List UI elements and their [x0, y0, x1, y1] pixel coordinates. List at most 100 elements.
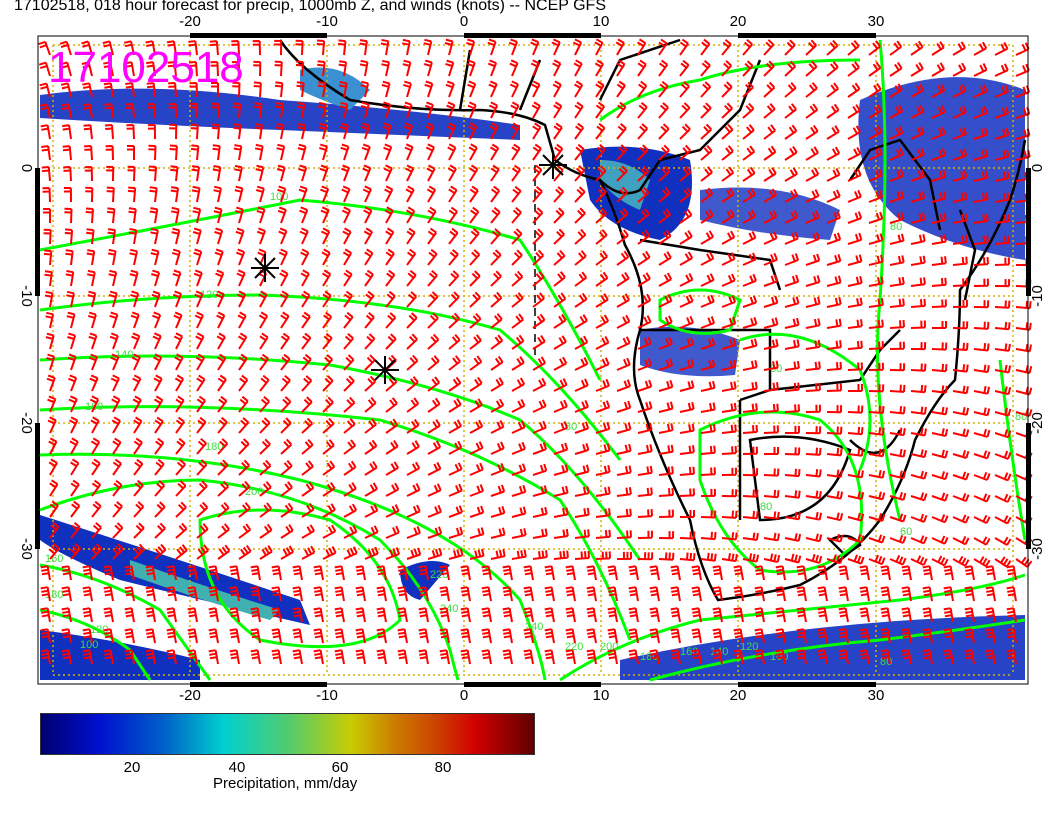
wind-barb — [44, 270, 53, 287]
wind-barb — [721, 81, 733, 98]
wind-barb — [868, 211, 884, 224]
wind-barb — [679, 380, 695, 392]
wind-barb — [255, 164, 265, 182]
wind-barb — [196, 544, 209, 560]
wind-barb — [397, 649, 408, 665]
wind-barb — [733, 649, 744, 665]
longitude-tick-label: 20 — [730, 13, 747, 30]
wind-barb — [763, 553, 781, 563]
wind-barb — [469, 355, 483, 371]
wind-barb — [211, 123, 221, 140]
axis-bar — [738, 682, 876, 687]
wind-barb — [994, 407, 1012, 417]
wind-barb — [784, 124, 798, 140]
wind-barb — [679, 531, 696, 540]
longitude-tick-label: 30 — [868, 687, 885, 704]
wind-barb — [292, 586, 303, 602]
wind-barb — [47, 416, 57, 434]
wind-barb — [880, 628, 891, 644]
wind-barb — [910, 104, 925, 119]
wind-barb — [502, 586, 513, 602]
wind-barb — [490, 249, 502, 266]
wind-barb — [236, 290, 247, 308]
wind-barb — [423, 59, 433, 77]
wind-barb — [763, 360, 779, 371]
wind-barb — [384, 185, 394, 203]
wind-barb — [65, 249, 74, 266]
wind-barb — [994, 63, 1009, 77]
wind-barb — [553, 507, 569, 518]
wind-barb — [637, 80, 648, 98]
wind-barb — [300, 269, 310, 287]
wind-barb — [41, 166, 51, 182]
wind-barb — [565, 607, 576, 623]
wind-barb — [910, 513, 928, 523]
wind-barb — [297, 143, 307, 161]
wind-barb — [364, 354, 376, 371]
wind-barb — [637, 552, 654, 561]
wind-barb — [488, 101, 499, 119]
wind-barb — [49, 521, 60, 539]
wind-barb — [108, 269, 118, 287]
wind-barb — [322, 503, 336, 518]
wind-barb — [171, 227, 181, 245]
wind-barb — [112, 479, 123, 497]
wind-barb — [448, 548, 464, 560]
wind-barb — [616, 314, 631, 329]
wind-barb — [124, 586, 135, 602]
wind-barb — [889, 448, 906, 458]
wind-barb — [467, 80, 477, 98]
wind-barb — [149, 207, 159, 224]
axis-bar — [464, 682, 601, 687]
wind-barb — [868, 362, 884, 371]
wind-barb — [43, 208, 52, 224]
wind-barb — [595, 443, 611, 455]
wind-barb — [238, 417, 250, 434]
wind-barb — [423, 38, 433, 56]
wind-barb — [994, 300, 1011, 309]
wind-barb — [679, 401, 695, 413]
wind-barb — [511, 164, 522, 182]
longitude-tick-label: -20 — [179, 687, 201, 704]
wind-barb — [112, 543, 124, 560]
wind-barb — [447, 164, 457, 182]
wind-barb — [59, 40, 72, 56]
wind-barb — [364, 482, 378, 497]
wind-barb — [322, 311, 333, 329]
wind-barb — [973, 41, 988, 56]
wind-barb — [721, 338, 737, 350]
wind-barb — [889, 491, 907, 501]
wind-barb — [382, 122, 392, 140]
wind-barb — [70, 500, 81, 518]
wind-barb — [301, 460, 314, 476]
wind-barb — [195, 332, 205, 350]
wind-barb — [607, 565, 618, 581]
wind-barb — [994, 214, 1010, 224]
wind-barb — [364, 375, 377, 392]
wind-barb — [712, 586, 723, 602]
wind-barb — [279, 290, 289, 308]
wind-barb — [130, 311, 140, 329]
wind-barb — [448, 249, 459, 266]
wind-barb — [763, 425, 779, 434]
wind-barb — [973, 149, 989, 161]
wind-barb — [616, 508, 632, 518]
wind-barb — [594, 38, 604, 56]
wind-barb — [235, 227, 245, 245]
wind-barb — [637, 144, 649, 161]
wind-barb — [61, 649, 72, 665]
wind-barb — [90, 437, 101, 455]
wind-barb — [511, 334, 525, 350]
wind-barb — [212, 165, 222, 182]
wind-barb — [424, 101, 434, 119]
wind-barb — [278, 227, 288, 245]
contour-label: 200 — [245, 486, 263, 498]
wind-barb — [910, 212, 926, 224]
wind-barb — [847, 319, 863, 329]
wind-barb — [355, 649, 366, 665]
wind-barb — [565, 628, 576, 644]
wind-barb — [404, 164, 415, 182]
wind-barb — [276, 164, 286, 182]
wind-barb — [994, 149, 1010, 161]
wind-barb — [553, 122, 563, 140]
